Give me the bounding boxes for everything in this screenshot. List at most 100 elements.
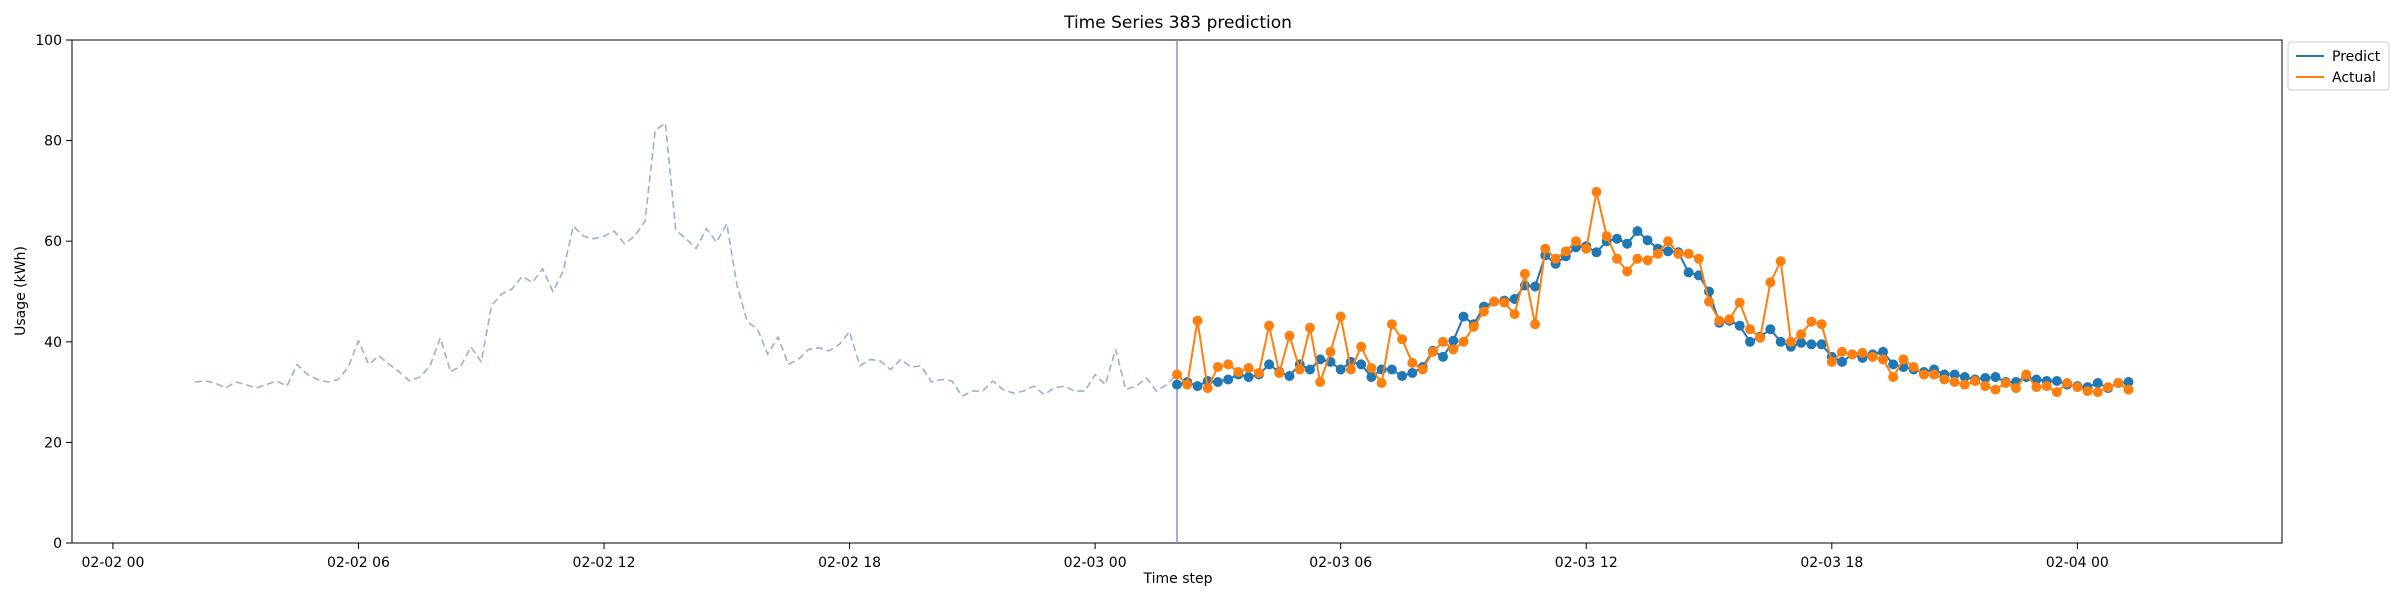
series-predict-point: [1212, 377, 1223, 387]
series-predict-point: [1683, 267, 1694, 278]
series-actual-point: [1785, 336, 1796, 347]
x-tick-label: 02-02 00: [81, 555, 144, 571]
series-actual-point: [1693, 253, 1704, 264]
chart-title: Time Series 383 prediction: [1063, 13, 1292, 33]
series-predict-point: [1448, 335, 1459, 346]
series-actual-point: [1315, 377, 1326, 387]
series-actual-point: [1407, 357, 1418, 368]
series-predict-point: [1386, 364, 1397, 375]
x-tick-label: 02-03 00: [1064, 555, 1127, 571]
series-predict-point: [1990, 372, 2001, 382]
series-predict-point: [1878, 346, 1888, 357]
series-actual-point: [1305, 322, 1315, 333]
series-predict-point: [1223, 374, 1234, 385]
series-actual-point: [1294, 364, 1305, 375]
series-actual-point: [1949, 377, 1960, 387]
series-actual-point: [1366, 363, 1377, 373]
series-actual-point: [1519, 268, 1530, 279]
series-history-line: [194, 122, 1178, 397]
series-predict-point: [1775, 336, 1786, 347]
series-actual-point: [1612, 253, 1622, 264]
series-predict-point: [1264, 359, 1275, 370]
x-tick-label: 02-03 12: [1555, 555, 1618, 571]
series-predict-point: [1796, 337, 1807, 348]
series-actual-point: [1438, 336, 1448, 347]
series-actual-point: [1816, 319, 1827, 330]
series-actual-point: [1796, 329, 1807, 340]
series-predict-point: [2031, 374, 2042, 385]
series-actual-point: [1509, 309, 1520, 320]
y-tick-label: 80: [44, 134, 62, 150]
legend-actual-label: Actual: [2332, 70, 2376, 86]
y-tick-label: 0: [53, 536, 62, 552]
series-actual-point: [1908, 362, 1919, 372]
series-actual-point: [2103, 382, 2114, 393]
series-actual-point: [1929, 369, 1940, 380]
series-actual-point: [1959, 379, 1970, 390]
series-predict-point: [1284, 371, 1295, 381]
series-actual-point: [1212, 362, 1223, 372]
series-actual-point: [1755, 332, 1766, 343]
series-actual-point: [1233, 367, 1244, 377]
series-predict-point: [1192, 381, 1203, 392]
series-actual-point: [2123, 384, 2134, 395]
series-actual-point: [1253, 368, 1264, 378]
series-actual-point: [1243, 363, 1254, 373]
series-actual-point: [2082, 386, 2093, 397]
series-actual-point: [1837, 346, 1847, 357]
series-actual-point: [1704, 296, 1714, 307]
series-predict-point: [1806, 339, 1817, 350]
series-actual-point: [2113, 378, 2124, 388]
x-axis-label: Time step: [1143, 571, 1213, 587]
series-actual-point: [1202, 383, 1213, 394]
series-actual-point: [1632, 253, 1643, 264]
series-actual-point: [1806, 316, 1817, 327]
series-predict-point: [1622, 238, 1633, 249]
series-actual-point: [1386, 319, 1397, 330]
series-predict-point: [2092, 378, 2103, 388]
series-actual-point: [1826, 356, 1837, 367]
x-tick-label: 02-03 06: [1309, 555, 1372, 571]
series-actual-point: [1980, 381, 1991, 392]
series-actual-point: [1652, 248, 1663, 259]
series-predict-point: [1888, 359, 1899, 370]
series-actual-point: [1264, 320, 1275, 331]
series-actual-point: [1335, 311, 1346, 322]
series-predict-point: [1243, 372, 1254, 382]
x-tick-label: 02-02 18: [818, 555, 881, 571]
series-layer: [194, 122, 2134, 398]
series-actual-point: [1468, 321, 1479, 332]
x-tick-label: 02-04 00: [2046, 555, 2109, 571]
series-actual-point: [1478, 306, 1489, 317]
series-actual-line: [1176, 190, 2130, 394]
series-actual-point: [1540, 243, 1551, 254]
series-actual-point: [1284, 330, 1295, 341]
series-actual-point: [1458, 336, 1469, 347]
series-actual-point: [1714, 315, 1725, 326]
series-actual-point: [1550, 253, 1561, 264]
series-predict-point: [1305, 364, 1315, 375]
series-predict-line: [1176, 230, 2129, 390]
series-predict-point: [1765, 324, 1776, 335]
legend: Predict Actual: [2287, 41, 2390, 91]
series-actual-point: [1990, 384, 2001, 395]
x-tick-label: 02-02 06: [327, 555, 390, 571]
series-actual-point: [1857, 347, 1868, 358]
series-actual-point: [2072, 382, 2083, 393]
series-actual-point: [1571, 236, 1581, 247]
series-actual-point: [1745, 324, 1755, 335]
series-actual-point: [1622, 266, 1633, 277]
series-actual-point: [1683, 248, 1694, 259]
series-actual-point: [1734, 297, 1745, 308]
series-actual-point: [1560, 246, 1571, 257]
series-actual-point: [1345, 364, 1356, 375]
series-actual-point: [1878, 354, 1888, 365]
series-actual-point: [1530, 319, 1541, 330]
series-predict-point: [1816, 339, 1827, 350]
series-actual-point: [2011, 383, 2021, 394]
series-actual-point: [2031, 382, 2042, 393]
series-actual-point: [1898, 354, 1909, 365]
series-actual-point: [1182, 379, 1193, 390]
series-actual-point: [1427, 346, 1438, 357]
series-predict-point: [1980, 373, 1991, 383]
